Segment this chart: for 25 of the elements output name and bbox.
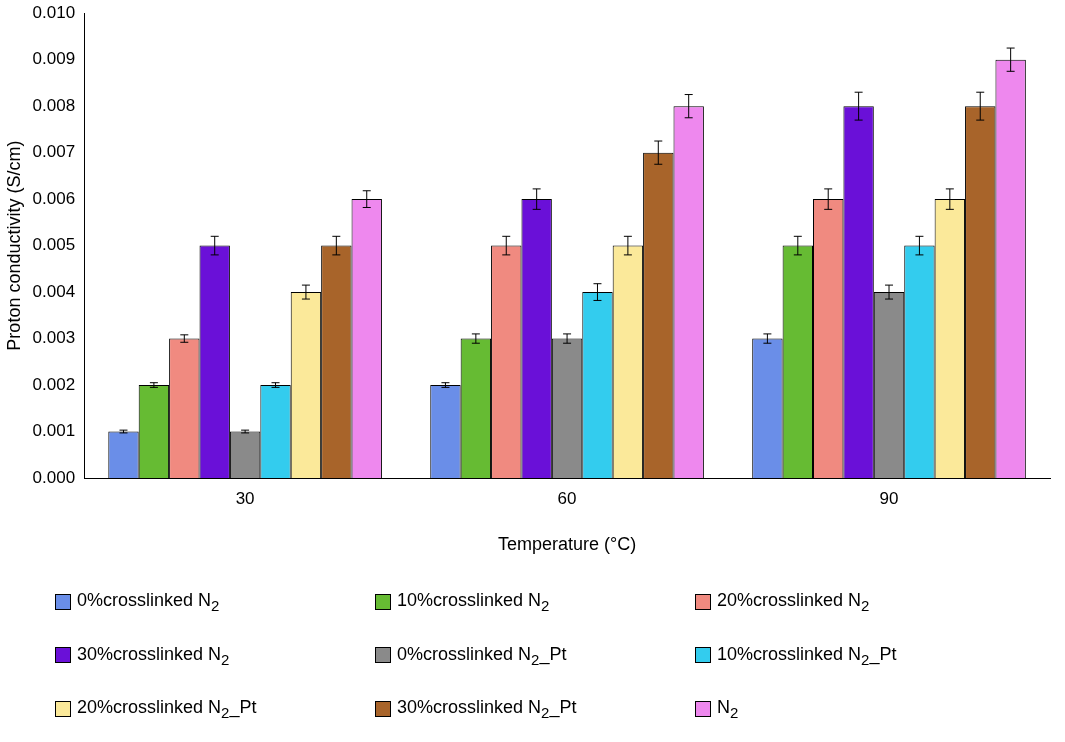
y-tick-label: 0.003 — [32, 328, 76, 348]
y-tick-label: 0.007 — [32, 142, 76, 162]
y-tick-label: 0.009 — [32, 49, 76, 69]
y-tick-label: 0.008 — [32, 95, 76, 115]
legend-label: 0%crosslinked N$_{2}$_Pt — [397, 643, 567, 668]
y-tick-label: 0.000 — [32, 467, 76, 487]
y-tick-label: 0.004 — [32, 281, 76, 301]
y-tick-label: 0.002 — [32, 374, 76, 394]
x-tick-label: 30 — [235, 488, 255, 508]
legend-label: 30%crosslinked N$_{2}$_Pt — [397, 697, 577, 721]
legend-label: 30%crosslinked N$_{2}$ — [77, 643, 230, 668]
legend-label: 10%crosslinked N$_{2}$ — [397, 590, 550, 614]
y-tick-label: 0.006 — [32, 188, 76, 208]
y-tick-label: 0.010 — [32, 2, 76, 22]
y-tick-label: 0.001 — [32, 421, 76, 441]
legend-label: 20%crosslinked N$_{2}$_Pt — [77, 697, 257, 721]
legend-label: 10%crosslinked N$_{2}$_Pt — [717, 643, 897, 668]
x-axis-title: Temperature (°C) — [497, 534, 637, 555]
x-tick-label: 60 — [557, 488, 577, 508]
x-tick-label: 90 — [879, 488, 899, 508]
legend-label: 0%crosslinked N$_{2}$ — [77, 590, 220, 614]
y-axis-title: Proton conductivity (S/cm) — [3, 140, 24, 351]
legend-label: 20%crosslinked N$_{2}$ — [717, 590, 870, 614]
y-tick-label: 0.005 — [32, 235, 76, 255]
legend-label: N$_{2}$ — [717, 697, 739, 721]
